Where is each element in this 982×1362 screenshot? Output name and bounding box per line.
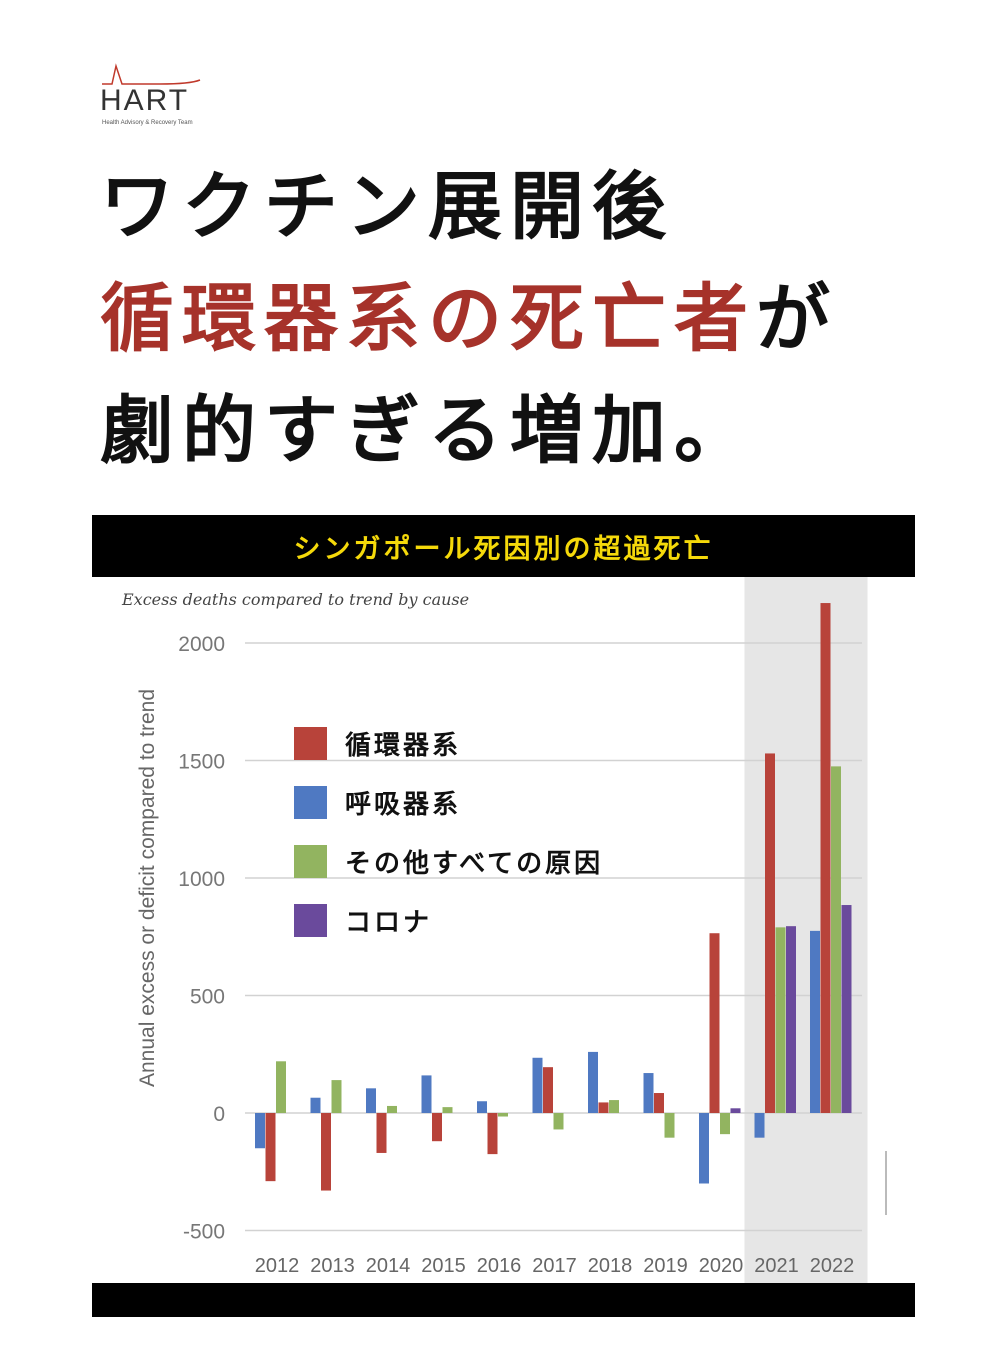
bar-other-2017 <box>553 1113 564 1130</box>
legend-swatch-circulatory <box>294 727 327 760</box>
headline-particle: が <box>756 276 838 362</box>
bar-circulatory-2014 <box>376 1113 387 1153</box>
bar-circulatory-2022 <box>820 603 831 1113</box>
chart-banner-title: シンガポール死因別の超過死亡 <box>293 533 714 565</box>
bar-respiratory-2020 <box>699 1113 709 1184</box>
legend-swatch-respiratory <box>294 786 327 819</box>
bar-respiratory-2017 <box>532 1057 543 1113</box>
bar-circulatory-2020 <box>709 933 720 1113</box>
chart-banner: シンガポール死因別の超過死亡 <box>92 515 915 577</box>
chart-container: Excess deaths compared to trend by cause… <box>92 515 915 1317</box>
x-tick-label: 2012 <box>255 1255 300 1277</box>
bar-circulatory-2019 <box>654 1093 664 1113</box>
legend-label-covid: コロナ <box>345 908 432 938</box>
bar-chart: Excess deaths compared to trend by cause… <box>121 563 887 1283</box>
legend-swatch-covid <box>294 904 327 937</box>
logo-subtitle: Health Advisory & Recovery Team <box>102 120 193 126</box>
chart-title: Excess deaths compared to trend by cause <box>121 590 469 609</box>
bar-other-2014 <box>387 1105 397 1113</box>
legend-label-circulatory: 循環器系 <box>345 731 461 761</box>
y-axis-label: Annual excess or deficit compared to tre… <box>136 689 159 1087</box>
x-tick-label: 2022 <box>810 1255 855 1277</box>
headline-line-1: ワクチン展開後 <box>100 164 674 250</box>
x-tick-label: 2014 <box>366 1255 411 1277</box>
bar-respiratory-2021 <box>754 1113 765 1138</box>
bar-respiratory-2019 <box>643 1073 654 1113</box>
bottom-bar <box>92 1283 915 1317</box>
bar-circulatory-2021 <box>765 753 775 1113</box>
bar-respiratory-2018 <box>588 1051 598 1113</box>
bar-respiratory-2013 <box>310 1097 321 1113</box>
legend-label-respiratory: 呼吸器系 <box>345 790 461 820</box>
x-tick-label: 2013 <box>310 1255 355 1277</box>
bar-circulatory-2015 <box>432 1113 442 1142</box>
bar-covid-2021 <box>786 926 796 1113</box>
bar-respiratory-2016 <box>477 1101 487 1113</box>
bar-other-2013 <box>331 1080 342 1113</box>
legend-label-other: その他すべての原因 <box>345 849 603 879</box>
bar-respiratory-2022 <box>810 930 820 1113</box>
bar-circulatory-2012 <box>265 1113 276 1182</box>
bar-other-2020 <box>720 1113 730 1135</box>
bar-covid-2022 <box>841 905 852 1113</box>
bar-respiratory-2012 <box>255 1113 265 1149</box>
bar-circulatory-2016 <box>487 1113 498 1155</box>
bar-covid-2020 <box>730 1108 741 1113</box>
y-tick-label: 1500 <box>178 751 225 774</box>
y-tick-label: 1000 <box>178 868 225 891</box>
x-tick-label: 2017 <box>532 1255 577 1277</box>
bar-respiratory-2015 <box>421 1075 432 1113</box>
x-tick-label: 2015 <box>421 1255 466 1277</box>
headline-line-2: 循環器系の死亡者が <box>100 282 838 356</box>
bar-other-2021 <box>775 927 786 1113</box>
bar-circulatory-2017 <box>543 1067 553 1113</box>
bar-other-2015 <box>442 1107 453 1113</box>
headline-highlight: 循環器系の死亡者 <box>100 276 756 362</box>
heartbeat-icon <box>102 63 201 85</box>
bar-circulatory-2018 <box>598 1102 609 1113</box>
x-tick-label: 2016 <box>477 1255 522 1277</box>
y-tick-label: 2000 <box>178 633 225 656</box>
bar-other-2022 <box>831 766 841 1113</box>
bar-circulatory-2013 <box>321 1113 331 1191</box>
y-tick-label: 500 <box>190 986 225 1009</box>
headline-line-3: 劇的すぎる増加。 <box>100 388 756 474</box>
x-tick-label: 2018 <box>588 1255 633 1277</box>
bar-other-2012 <box>276 1061 286 1113</box>
bar-respiratory-2014 <box>366 1088 376 1113</box>
bar-other-2016 <box>498 1113 508 1117</box>
legend-swatch-other <box>294 845 327 878</box>
y-tick-label: -500 <box>183 1221 225 1244</box>
y-tick-label: 0 <box>213 1103 225 1126</box>
bar-other-2018 <box>609 1100 619 1113</box>
logo-name: HART <box>100 84 190 117</box>
x-tick-label: 2021 <box>754 1255 799 1277</box>
hart-logo: HART Health Advisory & Recovery Team <box>100 62 220 132</box>
bar-other-2019 <box>664 1113 675 1138</box>
x-tick-label: 2019 <box>643 1255 688 1277</box>
x-tick-label: 2020 <box>699 1255 744 1277</box>
